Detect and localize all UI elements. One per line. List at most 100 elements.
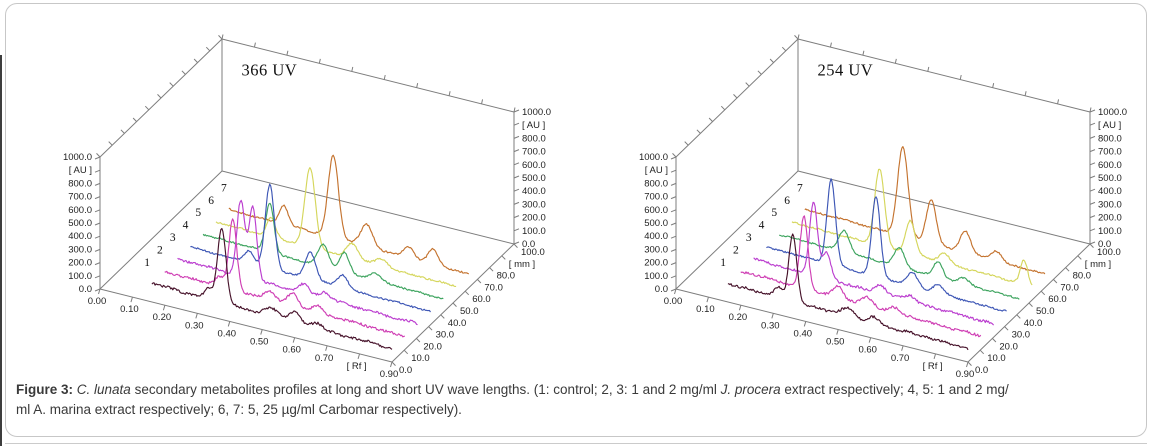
y2-tick — [513, 201, 520, 205]
y-tick-label: 500.0 — [68, 218, 92, 229]
x-tick-label: 0.20 — [153, 312, 172, 323]
x-tick — [357, 353, 361, 360]
y2-tick-label: 200.0 — [522, 213, 546, 224]
y-tick-label: 700.0 — [68, 192, 92, 203]
y-tick-label: 300.0 — [68, 244, 92, 255]
y2-tick-label: [ AU ] — [522, 120, 545, 131]
z-tick — [452, 302, 457, 307]
trace-number-label: 4 — [183, 220, 189, 232]
z-top-tick — [696, 129, 701, 134]
z-tick — [501, 255, 506, 260]
x-tick — [803, 321, 807, 327]
y-tick — [94, 182, 101, 186]
z-tick-label: 80.0 — [497, 271, 515, 282]
z-top-tick — [157, 94, 162, 99]
caption-segment: Figure 3: — [16, 382, 74, 397]
z-top-tick — [769, 58, 774, 63]
y-tick-label: 700.0 — [644, 192, 668, 203]
x-tick-label: 0.90 — [380, 369, 399, 379]
x-tick-label: 0.50 — [826, 337, 845, 348]
x-tick-label: 0.10 — [120, 304, 139, 315]
y-tick — [94, 262, 101, 266]
x-tick-label: 0.50 — [250, 337, 269, 348]
y-tick-label: 300.0 — [644, 244, 668, 255]
z-tick-label: [ mm ] — [1085, 259, 1111, 270]
y2-tick — [513, 149, 520, 153]
z-top-tick — [733, 94, 738, 99]
z-tick-label: 0.0 — [975, 365, 988, 376]
y-tick — [670, 288, 677, 292]
y-tick-label: 500.0 — [644, 218, 668, 229]
y-tick — [94, 169, 101, 173]
z-tick — [440, 314, 445, 319]
caption-segment: secondary metabolites profiles at long a… — [130, 382, 721, 397]
z-tick-label: 80.0 — [1073, 271, 1092, 282]
y-tick-label: 800.0 — [644, 178, 668, 189]
x-top-tick — [513, 107, 516, 113]
z-tick-label: 30.0 — [1012, 330, 1031, 341]
y2-tick-label: 100.0 — [1098, 226, 1122, 237]
trace-3 — [177, 199, 418, 326]
y2-tick-label: 200.0 — [1098, 213, 1122, 224]
z-tick — [403, 349, 409, 355]
trace-5 — [202, 202, 444, 300]
x-top-tick — [286, 50, 289, 56]
y2-tick — [1089, 215, 1096, 219]
z-tick-label: 20.0 — [999, 341, 1018, 352]
z-tick-label: 60.0 — [1048, 294, 1067, 305]
x-tick — [390, 361, 393, 368]
z-tick-label: 10.0 — [987, 353, 1006, 364]
page-edge-line — [0, 55, 2, 446]
z-tick — [489, 267, 494, 272]
y2-tick-label: 400.0 — [522, 186, 546, 197]
x-top-tick — [416, 83, 419, 88]
trace-number-label: 6 — [784, 195, 790, 207]
z-tick-label: [ mm ] — [509, 259, 535, 270]
y2-tick-label: 100.0 — [522, 226, 546, 237]
x-tick — [901, 345, 904, 351]
axis-edge — [797, 38, 1091, 113]
y2-tick-label: 500.0 — [522, 173, 546, 184]
z-tick — [979, 349, 985, 355]
trace-1 — [727, 233, 969, 351]
z-top-tick — [181, 70, 186, 75]
y-tick — [670, 248, 677, 252]
y2-tick — [513, 215, 520, 219]
z-tick-label: 50.0 — [1036, 306, 1055, 317]
y-tick-label: 0.0 — [79, 284, 92, 295]
z-tick-label: 40.0 — [448, 318, 467, 329]
z-tick-label: 20.0 — [423, 341, 442, 352]
y2-tick — [1089, 149, 1096, 153]
y2-tick — [1089, 162, 1096, 166]
x-tick — [227, 321, 231, 327]
z-tick-label: 70.0 — [484, 282, 503, 293]
x-tick — [195, 313, 198, 319]
x-top-tick — [992, 83, 995, 88]
y-tick — [94, 235, 101, 239]
y2-tick-label: 300.0 — [522, 199, 546, 210]
z-tick-label: 60.0 — [472, 294, 491, 305]
y-tick — [670, 275, 677, 279]
x-top-tick — [221, 34, 224, 40]
y-tick-label: 0.0 — [655, 284, 668, 295]
y-tick — [670, 182, 677, 186]
y2-tick — [513, 175, 520, 179]
y2-tick-label: 300.0 — [1098, 199, 1122, 210]
y-tick — [670, 209, 677, 213]
x-top-tick — [351, 66, 354, 72]
x-top-tick — [894, 58, 897, 64]
z-top-tick — [132, 117, 137, 122]
x-tick — [674, 288, 677, 295]
z-tick-label: 70.0 — [1060, 282, 1079, 293]
z-tick — [1004, 326, 1009, 331]
caption-line: Figure 3: C. lunata secondary metabolite… — [16, 380, 1138, 400]
y-tick — [670, 222, 677, 226]
y2-tick — [1089, 175, 1096, 179]
z-top-tick — [794, 35, 799, 40]
axis-edge — [675, 288, 969, 363]
y2-tick — [1089, 228, 1096, 232]
axis-edge — [99, 170, 223, 290]
trace-number-label: 1 — [144, 257, 150, 269]
figure-card — [5, 3, 1147, 437]
z-tick — [1089, 243, 1094, 248]
